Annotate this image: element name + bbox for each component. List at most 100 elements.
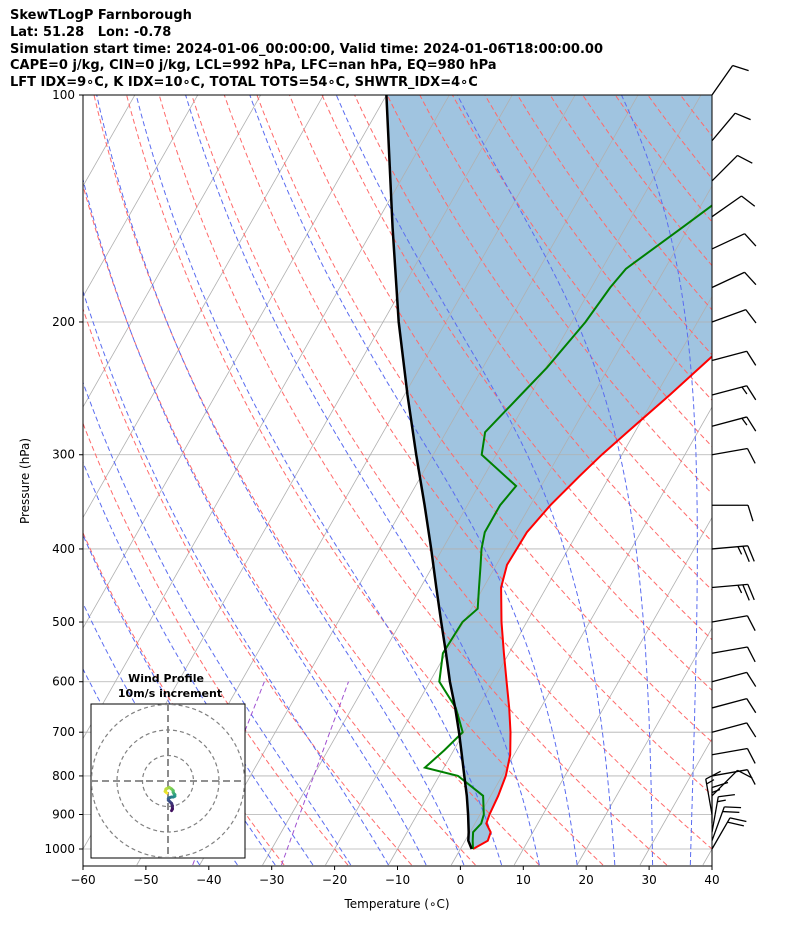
x-tick-label: −10 <box>385 873 410 887</box>
wind-barb <box>711 195 756 218</box>
wind-barb <box>711 64 749 96</box>
x-tick-label: −50 <box>133 873 158 887</box>
dry-adiabat <box>83 307 412 866</box>
wind-barb <box>711 309 757 324</box>
moist-adiabat <box>728 95 770 865</box>
title-line-5: LFT IDX=9∘C, K IDX=10∘C, TOTAL TOTS=54∘C… <box>10 75 478 91</box>
plot-area <box>0 78 770 866</box>
isotherm <box>199 95 639 866</box>
x-tick-label: 40 <box>704 873 719 887</box>
x-tick-label: 0 <box>457 873 465 887</box>
title-line-3: Simulation start time: 2024-01-06_00:00:… <box>10 41 603 57</box>
dry-adiabat <box>386 95 712 543</box>
wind-barb <box>711 271 757 289</box>
dry-adiabat <box>256 95 712 743</box>
moist-adiabat <box>83 461 314 866</box>
isotherm <box>83 95 199 298</box>
wind-barb <box>711 615 756 631</box>
dry-adiabat <box>451 95 712 448</box>
y-tick-label: 700 <box>52 725 75 739</box>
title-line-1: SkewTLogP Farnborough <box>10 8 192 23</box>
y-tick-label: 300 <box>52 448 75 462</box>
isotherm <box>450 406 712 866</box>
title-line-2: Lat: 51.28 Lon: -0.78 <box>10 24 172 40</box>
x-tick-label: −30 <box>259 873 284 887</box>
isotherm <box>83 95 387 629</box>
moist-adiabat <box>83 289 389 866</box>
x-axis-label: Temperature (∘C) <box>343 897 449 911</box>
hodograph-area <box>91 704 245 858</box>
temperature-line <box>472 355 712 850</box>
moist-adiabat <box>621 95 698 866</box>
y-tick-label: 400 <box>52 542 75 556</box>
dry-adiabat <box>191 95 712 850</box>
mixing-ratio-line <box>281 681 349 866</box>
wind-barb <box>711 350 757 366</box>
dry-adiabat <box>288 95 712 692</box>
wind-barb <box>711 769 756 785</box>
isotherm <box>702 848 712 866</box>
isotherm <box>83 95 324 519</box>
y-tick-label: 800 <box>52 769 75 783</box>
moist-adiabat <box>185 95 540 866</box>
wind-barb <box>711 806 742 841</box>
parcel-profile-line <box>385 95 473 850</box>
inset-subtitle: 10m/s increment <box>118 687 222 700</box>
wind-barb <box>712 504 754 522</box>
wind-barb <box>711 385 757 401</box>
x-tick-label: 20 <box>579 873 594 887</box>
wind-barb <box>711 583 755 601</box>
wind-barb <box>711 646 756 663</box>
y-tick-label: 100 <box>52 88 75 102</box>
isotherm <box>388 295 712 866</box>
isotherm <box>83 95 450 740</box>
moist-adiabat <box>83 177 427 866</box>
dry-adiabat <box>93 95 540 866</box>
y-tick-label: 200 <box>52 315 75 329</box>
wind-barb <box>711 697 757 714</box>
y-tick-label: 1000 <box>44 842 75 856</box>
moist-adiabat <box>96 95 465 866</box>
isotherm <box>576 627 712 866</box>
hodograph-segment <box>170 807 174 813</box>
wind-barb <box>711 112 751 142</box>
isotherm <box>325 185 712 866</box>
wind-barb <box>711 671 757 687</box>
y-axis-ticks: 100 200 300 400 500 600 700 800 900 1000 <box>44 88 83 856</box>
x-axis-ticks: −60 −50 −40 −30 −20 −10 0 10 20 30 40 <box>70 866 720 887</box>
y-tick-label: 500 <box>52 615 75 629</box>
wind-profile-inset: Wind Profile 10m/s increment <box>90 672 246 859</box>
moist-adiabat <box>83 381 352 866</box>
dry-adiabat <box>419 95 712 495</box>
dry-adiabat <box>158 95 668 866</box>
isotherm <box>83 95 262 408</box>
y-tick-label: 600 <box>52 675 75 689</box>
inset-title: Wind Profile <box>128 672 204 685</box>
dewpoint-line <box>422 204 712 850</box>
y-tick-label: 900 <box>52 807 75 821</box>
wind-barb <box>711 817 747 850</box>
y-axis-label: Pressure (hPa) <box>18 438 32 524</box>
wind-barb <box>711 233 757 250</box>
x-tick-label: 10 <box>516 873 531 887</box>
moist-adiabat <box>249 95 578 866</box>
title-block: SkewTLogP Farnborough Lat: 51.28 Lon: -0… <box>10 8 603 92</box>
x-tick-label: −60 <box>70 873 95 887</box>
title-line-4: CAPE=0 j/kg, CIN=0 j/kg, LCL=992 hPa, LF… <box>10 58 497 74</box>
wind-barb <box>711 747 756 764</box>
wind-barb <box>711 154 753 182</box>
wind-barb <box>711 416 757 432</box>
wind-barb <box>711 722 757 738</box>
x-tick-label: 30 <box>641 873 656 887</box>
x-tick-label: −20 <box>322 873 347 887</box>
isotherm <box>0 78 19 865</box>
wind-barbs <box>705 64 757 850</box>
wind-barb <box>711 545 755 563</box>
x-tick-label: −40 <box>196 873 221 887</box>
dry-adiabat <box>354 95 712 591</box>
moist-adiabat-lines <box>83 95 770 866</box>
isotherm <box>262 95 702 866</box>
isotherm <box>0 78 82 865</box>
wind-barb <box>711 447 756 464</box>
